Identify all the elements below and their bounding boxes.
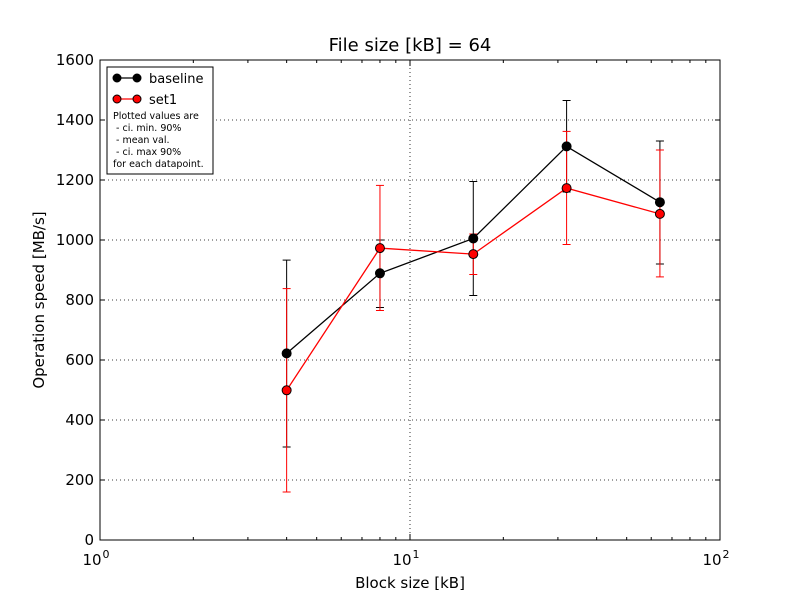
grid	[100, 60, 720, 540]
legend-box	[106, 66, 214, 175]
data-point-set1	[374, 243, 385, 254]
axis-ticks	[99, 59, 721, 541]
data-markers	[281, 141, 665, 396]
y-tick-label: 200	[65, 471, 94, 489]
legend-marker	[112, 73, 122, 83]
legend-note-line: - ci. max 90%	[113, 147, 181, 158]
chart-title: File size [kB] = 64	[329, 35, 492, 56]
legend-marker	[132, 94, 142, 104]
y-tick-label: 0	[84, 531, 94, 549]
y-tick-label: 1000	[56, 231, 94, 249]
y-tick-label: 600	[65, 351, 94, 369]
x-tick-label-exponent: 2	[723, 548, 730, 561]
data-point-set1	[561, 183, 572, 194]
legend: baseline set1 Plotted values are - ci. mi…	[106, 66, 214, 175]
legend-label-set1: set1	[149, 93, 177, 108]
data-point-baseline	[374, 268, 385, 279]
legend-marker	[112, 94, 122, 104]
x-axis-label: Block size [kB]	[355, 574, 465, 592]
data-point-set1	[281, 385, 292, 396]
legend-note-line: - ci. min. 90%	[113, 123, 181, 134]
y-tick-label: 400	[65, 411, 94, 429]
legend-label-baseline: baseline	[149, 72, 203, 87]
legend-marker	[132, 73, 142, 83]
legend-note-line: - mean val.	[113, 135, 170, 146]
data-point-set1	[654, 208, 665, 219]
data-point-baseline	[654, 197, 665, 208]
y-tick-label: 1200	[56, 171, 94, 189]
legend-note-line: for each datapoint.	[113, 159, 204, 170]
x-tick-label-exponent: 0	[103, 548, 110, 561]
data-point-baseline	[561, 141, 572, 152]
y-tick-label: 1400	[56, 111, 94, 129]
y-tick-label: 1600	[56, 51, 94, 69]
data-point-baseline	[468, 233, 479, 244]
x-tick-label-exponent: 1	[413, 548, 420, 561]
data-point-baseline	[281, 348, 292, 359]
legend-note-line: Plotted values are	[113, 111, 199, 122]
y-axis-label: Operation speed [MB/s]	[30, 211, 48, 388]
y-tick-label: 800	[65, 291, 94, 309]
data-point-set1	[468, 249, 479, 260]
